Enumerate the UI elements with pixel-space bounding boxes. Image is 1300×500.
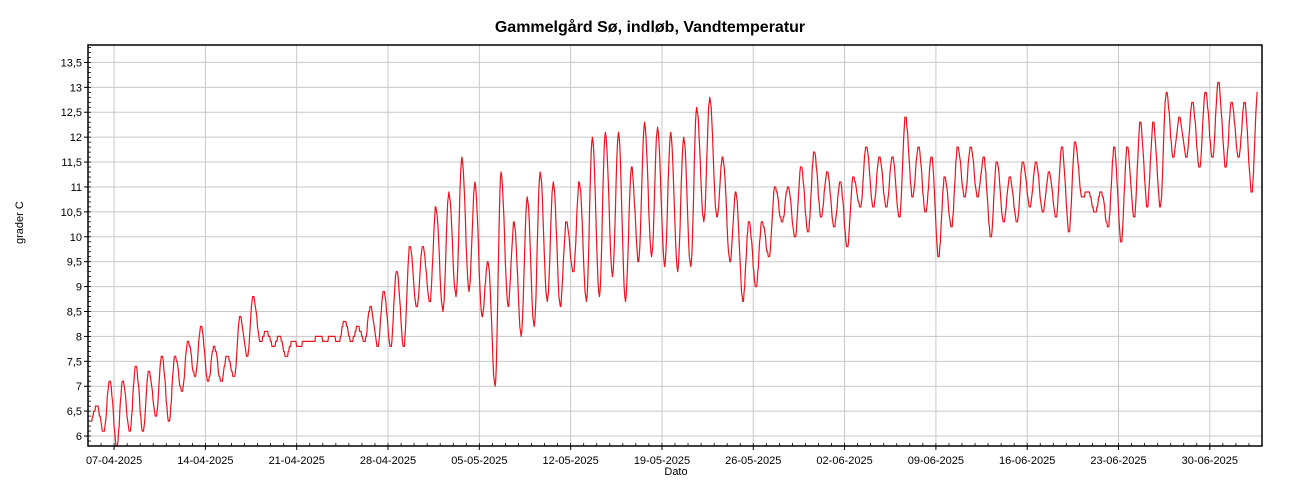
y-tick-label: 11 bbox=[71, 182, 82, 194]
y-tick-label: 7,5 bbox=[67, 356, 82, 368]
x-tick-label: 07-04-2025 bbox=[86, 455, 142, 467]
y-tick-label: 6 bbox=[76, 431, 82, 443]
x-axis-label: Dato bbox=[664, 466, 688, 478]
x-axis: 07-04-2025 14-04-2025 21-04-2025 28-04-2025… bbox=[86, 446, 1238, 467]
y-axis: 6 6,5 7 7,5 8 8,5 9 9,5 10 10,5 11 11,5 12 12,5 13 13,5 bbox=[61, 57, 88, 443]
y-tick-label: 12 bbox=[70, 132, 82, 144]
plot-frame bbox=[87, 44, 1263, 447]
y-tick-label: 13 bbox=[70, 82, 82, 94]
series-layer bbox=[90, 81, 1258, 447]
y-tick-label: 9 bbox=[76, 282, 82, 294]
x-tick-label: 19-05-2025 bbox=[634, 455, 690, 467]
y-tick-label: 7 bbox=[76, 381, 82, 393]
x-tick-label: 12-05-2025 bbox=[543, 455, 599, 467]
x-tick-label: 26-05-2025 bbox=[725, 455, 781, 467]
x-tick-label: 02-06-2025 bbox=[816, 455, 872, 467]
y-tick-label: 13,5 bbox=[61, 57, 82, 69]
y-tick-label: 10 bbox=[70, 232, 82, 244]
x-tick-label: 30-06-2025 bbox=[1182, 455, 1238, 467]
x-tick-label: 28-04-2025 bbox=[360, 455, 416, 467]
y-tick-label: 8,5 bbox=[67, 307, 82, 319]
y-tick-label: 6,5 bbox=[67, 406, 82, 418]
x-tick-label: 16-06-2025 bbox=[999, 455, 1055, 467]
y-tick-label: 12,5 bbox=[61, 107, 82, 119]
grid-lines bbox=[88, 45, 1262, 446]
x-tick-label: 21-04-2025 bbox=[269, 455, 325, 467]
x-tick-label: 09-06-2025 bbox=[908, 455, 964, 467]
x-tick-label: 23-06-2025 bbox=[1090, 455, 1146, 467]
x-tick-label: 14-04-2025 bbox=[177, 455, 233, 467]
y-tick-label: 11,5 bbox=[61, 157, 82, 169]
series-line bbox=[90, 81, 1258, 447]
y-tick-label: 9,5 bbox=[67, 257, 82, 269]
chart-title: Gammelgård Sø, indløb, Vandtemperatur bbox=[494, 19, 806, 36]
x-tick-label: 05-05-2025 bbox=[451, 455, 507, 467]
y-tick-label: 10,5 bbox=[61, 207, 82, 219]
y-tick-label: 8 bbox=[76, 331, 82, 343]
